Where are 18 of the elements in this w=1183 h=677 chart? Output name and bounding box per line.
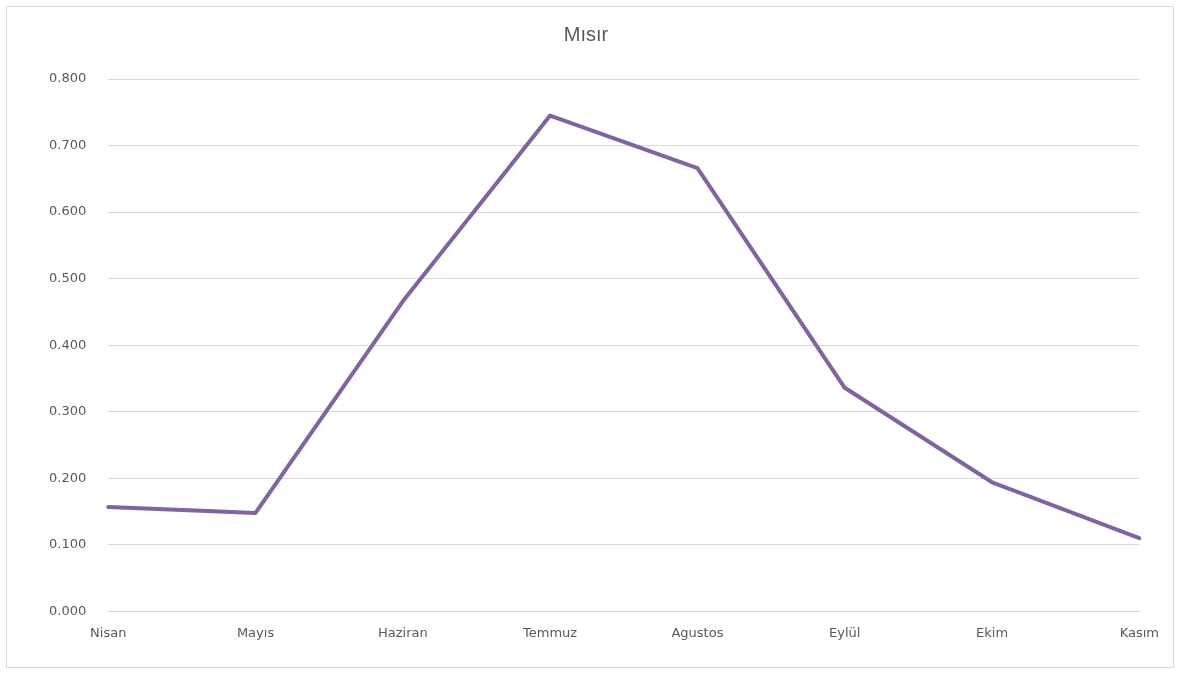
x-tick-label: Agustos xyxy=(671,624,724,640)
x-tick-label: Temmuz xyxy=(522,624,578,640)
y-tick-label: 0.700 xyxy=(49,136,87,152)
chart-title: Mısır xyxy=(563,22,609,45)
y-tick-label: 0.600 xyxy=(49,203,87,219)
y-tick-label: 0.200 xyxy=(49,469,87,485)
y-tick-label: 0.800 xyxy=(49,70,87,86)
y-tick-label: 0.000 xyxy=(49,602,87,618)
y-tick-label: 0.400 xyxy=(49,336,87,352)
x-tick-label: Nisan xyxy=(90,624,127,640)
y-tick-label: 0.500 xyxy=(49,270,87,286)
x-tick-label: Mayıs xyxy=(236,624,275,640)
x-tick-label: Kasım xyxy=(1119,624,1159,640)
y-tick-label: 0.100 xyxy=(49,536,87,552)
x-tick-label: Haziran xyxy=(377,624,428,640)
x-tick-label: Eylül xyxy=(829,624,861,640)
x-tick-label: Ekim xyxy=(976,624,1009,640)
y-tick-label: 0.300 xyxy=(49,403,87,419)
